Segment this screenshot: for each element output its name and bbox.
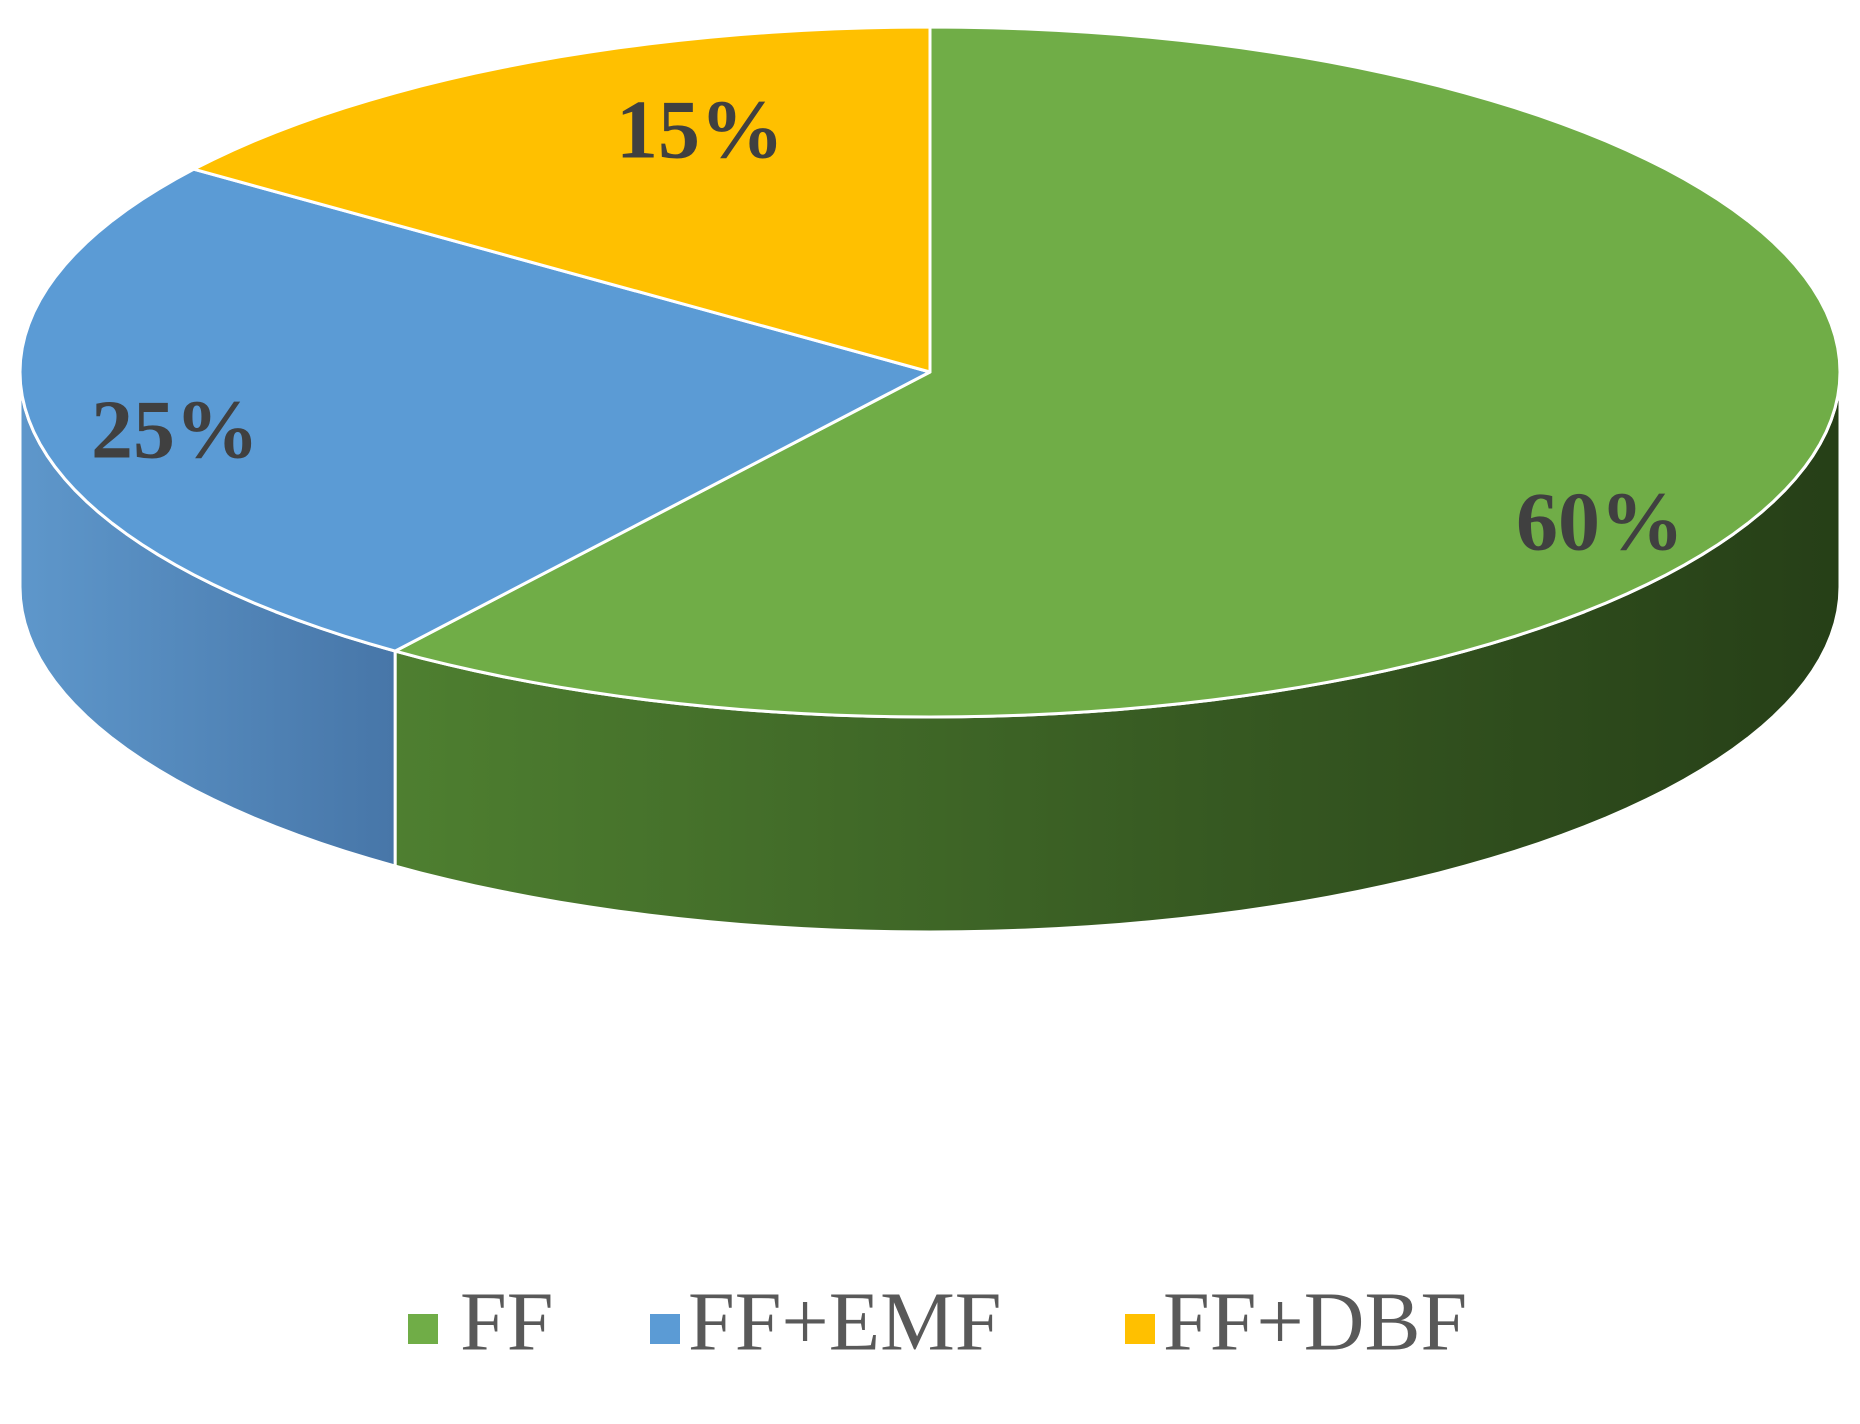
data-label-ff: 60% — [1516, 475, 1684, 568]
data-label-ff-emf: 25% — [91, 383, 259, 476]
legend-item-ff-dbf: FF+DBF — [1125, 1275, 1467, 1368]
pie-slices — [18, 25, 1842, 719]
data-label-ff-dbf: 15% — [616, 83, 784, 176]
legend-label: FF — [460, 1275, 553, 1368]
legend-swatch — [1125, 1314, 1155, 1344]
legend-label: FF+EMF — [688, 1275, 1002, 1368]
pie-slice-ff-dbf — [192, 25, 932, 374]
pie-slice-ff — [393, 25, 1842, 719]
legend-label: FF+DBF — [1163, 1275, 1467, 1368]
legend: FF FF+EMF FF+DBF — [408, 1275, 1467, 1368]
data-labels: 60% 25% 15% — [91, 83, 1684, 568]
legend-swatch — [650, 1314, 680, 1344]
legend-item-ff: FF — [408, 1275, 553, 1368]
legend-swatch — [408, 1314, 438, 1344]
pie-slice-ff-emf — [18, 167, 932, 653]
legend-item-ff-emf: FF+EMF — [650, 1275, 1002, 1368]
